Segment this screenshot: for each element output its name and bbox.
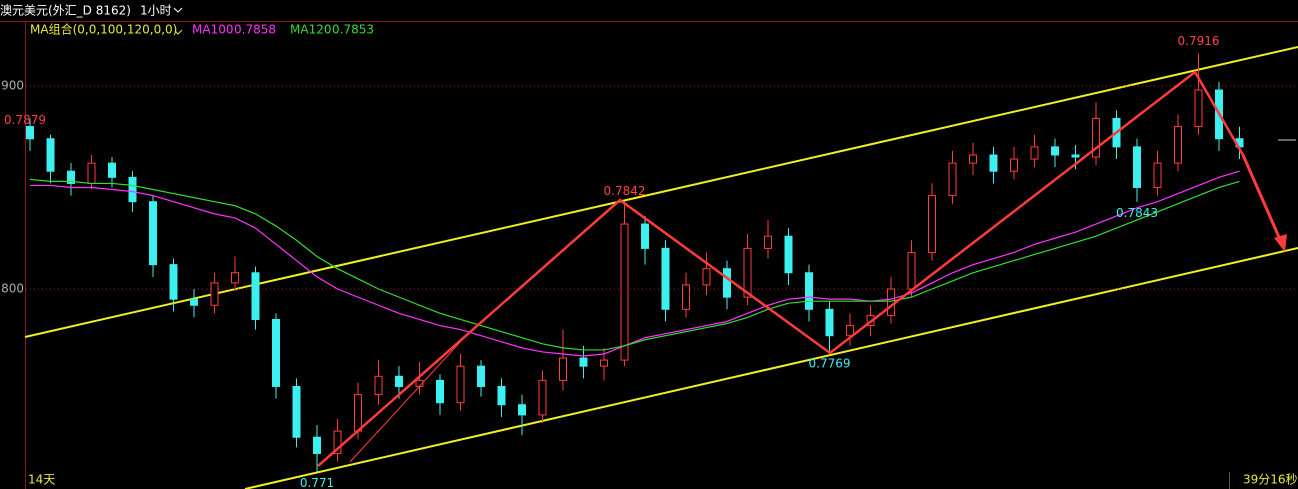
indicator-label: MA组合(0,0,100,120,0,0) — [30, 22, 177, 37]
last-price-label: 0.7879 — [4, 113, 46, 127]
arrow-line — [1241, 154, 1284, 245]
candle-body — [477, 365, 485, 387]
candle-body — [190, 298, 198, 306]
candle-body — [395, 375, 403, 387]
candle-body — [1092, 117, 1100, 158]
legend-value: 0.7858 — [234, 23, 276, 37]
candle-body — [231, 272, 239, 284]
candle-body — [149, 201, 157, 266]
price-annotation: 0.7769 — [809, 356, 851, 370]
candle-body — [313, 436, 321, 454]
candle-body — [436, 379, 444, 404]
candle-body — [887, 288, 895, 316]
candle-body — [1010, 158, 1018, 172]
candle-body — [559, 357, 567, 381]
legend-value: 0.7853 — [332, 23, 374, 37]
trend-line — [619, 199, 831, 354]
legend-name: MA120 — [290, 23, 331, 37]
candle-body — [251, 272, 260, 320]
y-tick-label: 0.7900 — [0, 78, 24, 92]
candle-body — [108, 162, 116, 178]
candle-body — [1153, 162, 1162, 188]
candle-body — [948, 162, 957, 197]
candle-body — [354, 394, 362, 432]
candle-body — [26, 126, 34, 140]
candle-body — [46, 138, 55, 172]
range-label: 14天 — [28, 473, 55, 487]
countdown: 39分16秒 — [1243, 473, 1298, 487]
candle-body — [1194, 89, 1203, 128]
candle-body — [497, 385, 506, 406]
candle-body — [333, 430, 342, 454]
legend-name: MA100 — [192, 23, 233, 37]
y-tick-label: 0.7800 — [0, 282, 24, 296]
candle-body — [825, 308, 834, 337]
candle-body — [292, 385, 301, 438]
candle-body — [1071, 154, 1080, 158]
candle-body — [907, 251, 916, 290]
candle-body — [169, 264, 178, 300]
candle-body — [805, 272, 813, 310]
price-annotation: 0.7843 — [1116, 206, 1158, 220]
candle-body — [456, 365, 465, 404]
price-annotation: 0.771 — [300, 476, 334, 489]
candle-body — [518, 404, 526, 416]
candle-body — [538, 379, 547, 416]
chart-title: 澳元美元(外汇_D 8162) — [0, 4, 131, 18]
candle-body — [764, 235, 772, 249]
timeframe[interactable]: 1小时 — [140, 4, 172, 18]
candle-body — [682, 284, 690, 310]
candle-body — [272, 318, 280, 387]
candle-body — [1051, 146, 1059, 156]
arrow-head — [1274, 234, 1287, 252]
candle-body — [661, 247, 670, 310]
indicator-check[interactable] — [174, 29, 183, 35]
candle-body — [620, 223, 629, 361]
candle-body — [743, 247, 752, 298]
candle-body — [1133, 146, 1141, 188]
candle-body — [1174, 126, 1182, 164]
candle-body — [600, 359, 608, 367]
ma-line — [29, 178, 1240, 351]
trend-line — [349, 339, 463, 463]
price-annotation: 0.7842 — [604, 184, 646, 198]
candle-body — [784, 235, 793, 274]
candle-body — [67, 170, 75, 184]
candle-body — [723, 268, 731, 298]
candle-body — [702, 268, 711, 286]
candle-body — [579, 357, 588, 367]
candle-body — [374, 375, 383, 396]
candle-body — [1030, 146, 1039, 160]
candle-body — [989, 154, 998, 172]
candle-body — [928, 195, 936, 253]
candle-body — [969, 154, 977, 164]
dropdown-icon[interactable] — [173, 7, 183, 13]
ma-line — [30, 170, 1240, 357]
channel-line — [24, 46, 1298, 338]
candle-body — [210, 282, 219, 306]
candle-body — [846, 325, 854, 337]
candle-body — [641, 223, 649, 249]
candle-body — [128, 176, 137, 203]
candle-body — [87, 162, 96, 184]
channel-line — [244, 247, 1298, 489]
price-annotation: 0.7916 — [1178, 34, 1220, 48]
